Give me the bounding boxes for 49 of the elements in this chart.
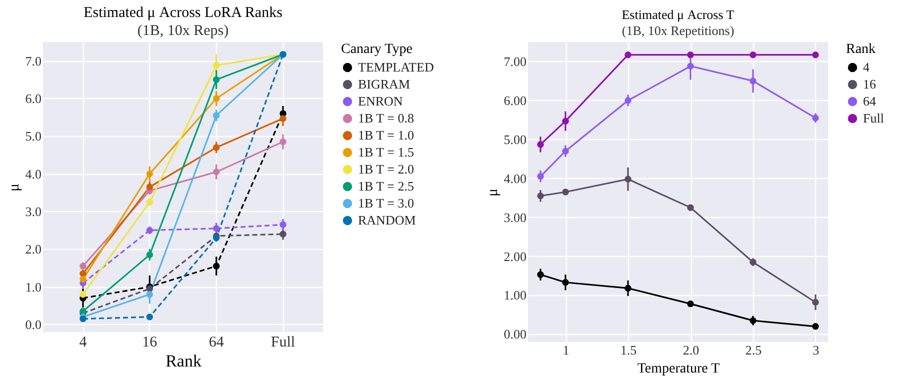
y-tick-label: 0.00 xyxy=(504,326,526,342)
x-tick-label: 4 xyxy=(79,334,88,350)
y-tick-label: 6.00 xyxy=(504,92,526,108)
legend-label: 4 xyxy=(863,60,870,74)
y-axis-title: μ xyxy=(6,183,22,192)
y-tick-label: 5.0 xyxy=(25,128,42,144)
y-tick-label: 3.0 xyxy=(25,204,42,219)
legend-label: 1B T = 1.0 xyxy=(358,128,414,142)
y-tick-label: 2.00 xyxy=(504,248,526,264)
chart-title: Estimated μ Across LoRA Ranks xyxy=(84,5,283,21)
chart-subtitle: (1B, 10x Reps) xyxy=(137,23,229,39)
x-tick-label: 2.5 xyxy=(745,342,762,358)
legend-label: 1B T = 2.0 xyxy=(358,162,414,176)
y-tick-label: 2.0 xyxy=(25,242,42,257)
x-tick-label: Full xyxy=(270,334,296,350)
legend-title: Canary Type xyxy=(341,42,412,57)
legend-title: Rank xyxy=(846,42,876,57)
x-tick-label: 16 xyxy=(142,334,158,350)
legend-label: 1B T = 3.0 xyxy=(358,196,414,210)
legend-label: TEMPLATED xyxy=(358,60,434,74)
x-tick-label: 64 xyxy=(208,334,224,350)
x-tick-label: 1.5 xyxy=(620,342,637,358)
x-axis-title: Rank xyxy=(166,352,202,370)
chart-title: Estimated μ Across T xyxy=(622,7,734,22)
y-tick-label: 0.0 xyxy=(25,316,42,332)
legend-label: 64 xyxy=(863,94,876,108)
y-tick-label: 1.00 xyxy=(504,288,526,303)
x-axis-title: Temperature T xyxy=(637,362,720,376)
y-tick-label: 3.00 xyxy=(504,210,526,225)
legend-label: 1B T = 1.5 xyxy=(358,144,414,160)
x-tick-label: 2.0 xyxy=(682,342,700,358)
x-tick-label: 1 xyxy=(562,342,570,358)
legend-label: RANDOM xyxy=(358,212,416,228)
chart-subtitle: (1B, 10x Repetitions) xyxy=(622,23,734,38)
legend-label: 1B T = 0.8 xyxy=(358,110,414,126)
legend-label: ENRON xyxy=(358,94,404,108)
y-tick-label: 4.0 xyxy=(25,166,42,182)
legend-label: BIGRAM xyxy=(358,76,410,92)
legend-label: 1B T = 2.5 xyxy=(358,178,414,194)
legend-label: 16 xyxy=(863,76,876,92)
x-tick-label: 3 xyxy=(812,342,820,358)
y-tick-label: 6.0 xyxy=(25,90,42,106)
y-tick-label: 5.00 xyxy=(504,132,526,147)
y-tick-label: 7.0 xyxy=(25,53,42,68)
legend-label: Full xyxy=(863,110,884,126)
y-tick-label: 1.0 xyxy=(25,279,42,294)
y-axis-title: μ xyxy=(484,188,501,197)
y-tick-label: 7.00 xyxy=(504,54,526,69)
y-tick-label: 4.00 xyxy=(504,170,526,186)
